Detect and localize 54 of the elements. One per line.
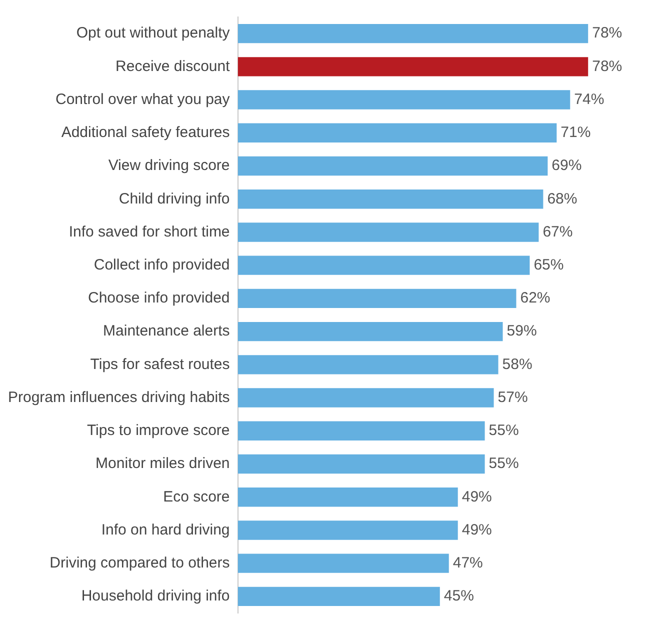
y-tick-label: Driving compared to others bbox=[50, 554, 230, 572]
y-tick-label: Info on hard driving bbox=[101, 521, 230, 538]
y-tick-label: Control over what you pay bbox=[56, 90, 230, 108]
bar bbox=[238, 123, 557, 142]
data-label: 74% bbox=[574, 90, 604, 108]
bar bbox=[238, 322, 503, 342]
bar bbox=[238, 156, 548, 176]
y-tick-label: View driving score bbox=[108, 157, 230, 174]
data-label: 55% bbox=[488, 422, 519, 440]
bar bbox=[238, 24, 588, 44]
y-tick-label: Monitor miles driven bbox=[96, 455, 230, 472]
bar bbox=[238, 222, 539, 242]
data-label: 62% bbox=[520, 290, 550, 307]
y-tick-label: Additional safety features bbox=[61, 124, 230, 142]
bar bbox=[238, 388, 494, 408]
data-label: 49% bbox=[462, 488, 492, 506]
data-label: 58% bbox=[502, 356, 532, 373]
bar bbox=[238, 288, 516, 308]
bar bbox=[238, 520, 458, 540]
y-tick-label: Child driving info bbox=[118, 190, 230, 208]
data-label: 68% bbox=[547, 190, 578, 208]
data-label: 47% bbox=[452, 554, 483, 572]
bar bbox=[238, 454, 485, 474]
bar bbox=[238, 355, 498, 374]
y-tick-label: Program influences driving habits bbox=[8, 388, 230, 406]
data-label: 78% bbox=[592, 24, 622, 42]
y-tick-label: Receive discount bbox=[116, 58, 231, 75]
bar bbox=[238, 586, 440, 606]
data-label: 59% bbox=[506, 322, 537, 340]
y-tick-label: Info saved for short time bbox=[68, 223, 230, 240]
bar bbox=[238, 554, 449, 573]
data-label: 67% bbox=[542, 223, 573, 240]
y-tick-label: Maintenance alerts bbox=[103, 322, 230, 340]
bar bbox=[238, 90, 570, 110]
data-label: 57% bbox=[498, 388, 528, 406]
data-label: 65% bbox=[534, 256, 564, 274]
y-tick-label: Choose info provided bbox=[88, 290, 230, 307]
bar bbox=[238, 190, 544, 209]
data-label: 49% bbox=[462, 521, 492, 538]
y-tick-label: Household driving info bbox=[81, 588, 230, 605]
bar bbox=[238, 256, 530, 275]
bar bbox=[238, 57, 588, 76]
data-label: 71% bbox=[560, 124, 591, 142]
data-label: 55% bbox=[488, 455, 519, 472]
data-label: 45% bbox=[444, 588, 474, 605]
y-tick-label: Tips for safest routes bbox=[90, 356, 230, 373]
bar bbox=[238, 421, 485, 440]
data-label: 78% bbox=[592, 58, 622, 75]
y-tick-label: Tips to improve score bbox=[86, 422, 230, 440]
y-tick-label: Eco score bbox=[163, 488, 230, 506]
bar bbox=[238, 488, 458, 507]
y-tick-label: Collect info provided bbox=[94, 256, 230, 274]
data-label: 69% bbox=[552, 157, 582, 174]
y-tick-label: Opt out without penalty bbox=[76, 24, 230, 42]
